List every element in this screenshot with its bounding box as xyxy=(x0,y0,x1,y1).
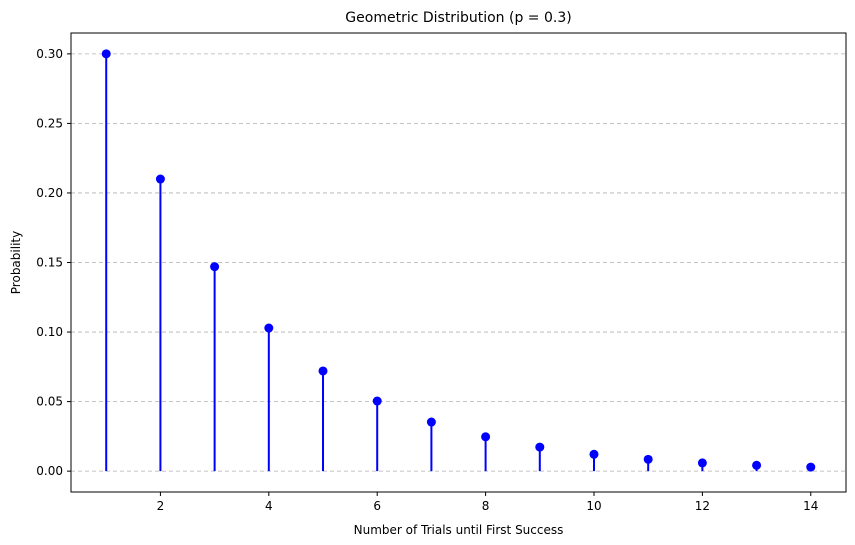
data-point xyxy=(752,460,762,470)
data-point xyxy=(535,442,545,452)
y-tick-label: 0.05 xyxy=(36,395,63,409)
y-tick-label: 0.25 xyxy=(36,116,63,130)
x-tick-label: 6 xyxy=(373,499,381,513)
y-tick-label: 0.20 xyxy=(36,186,63,200)
data-point xyxy=(589,449,599,459)
grid xyxy=(71,53,846,472)
x-tick-label: 10 xyxy=(586,499,601,513)
x-tick-label: 12 xyxy=(695,499,710,513)
y-tick-label: 0.30 xyxy=(36,47,63,61)
data-point xyxy=(101,49,111,59)
y-tick-label: 0.10 xyxy=(36,325,63,339)
y-axis-label: Probability xyxy=(9,231,23,294)
data-point xyxy=(210,262,220,272)
y-tick-label: 0.00 xyxy=(36,464,63,478)
markers xyxy=(101,49,816,472)
data-point xyxy=(372,396,382,406)
x-ticks: 2 4 6 8 10 12 14 xyxy=(157,492,818,513)
x-axis-label: Number of Trials until First Success xyxy=(354,523,564,537)
x-tick-label: 2 xyxy=(157,499,165,513)
data-point xyxy=(264,323,274,333)
x-tick-label: 4 xyxy=(265,499,273,513)
data-point xyxy=(481,432,491,442)
data-point xyxy=(318,366,328,376)
data-point xyxy=(426,417,436,427)
chart-title: Geometric Distribution (p = 0.3) xyxy=(345,10,571,26)
x-tick-label: 8 xyxy=(482,499,490,513)
data-point xyxy=(697,458,707,468)
data-point xyxy=(643,454,653,464)
y-ticks: 0.00 0.05 0.10 0.15 0.20 0.25 0.30 xyxy=(36,47,71,478)
data-point xyxy=(155,174,165,184)
y-tick-label: 0.15 xyxy=(36,256,63,270)
data-point xyxy=(806,462,816,472)
x-tick-label: 14 xyxy=(803,499,818,513)
stems xyxy=(105,53,812,472)
